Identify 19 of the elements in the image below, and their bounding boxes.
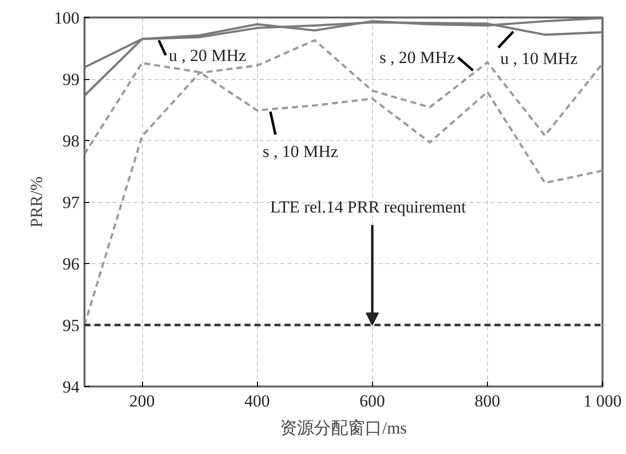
x-axis-title: 资源分配窗口/ms (280, 418, 407, 438)
y-tick-label: 96 (62, 254, 80, 274)
y-axis-title: PRR/% (27, 176, 46, 228)
x-tick-label: 200 (129, 392, 155, 410)
annotation: s , 10 MHz (262, 142, 339, 162)
y-tick-label: 94 (62, 378, 80, 396)
y-tick-label: 99 (62, 70, 80, 89)
x-tick-label: 400 (244, 392, 270, 410)
y-tick-label: 95 (62, 316, 80, 335)
x-tick-label: 600 (360, 392, 386, 410)
annotation: u , 20 MHz (168, 46, 247, 65)
y-tick-label: 98 (62, 132, 80, 150)
x-tick-label: 1 000 (583, 392, 622, 410)
annotation: s , 20 MHz (379, 48, 456, 67)
y-tick-label: 100 (54, 8, 80, 28)
annotation: LTE rel.14 PRR requirement (270, 198, 466, 216)
y-tick-label: 97 (62, 193, 80, 212)
annotation: u , 10 MHz (500, 49, 578, 68)
x-tick-label: 800 (474, 392, 500, 410)
